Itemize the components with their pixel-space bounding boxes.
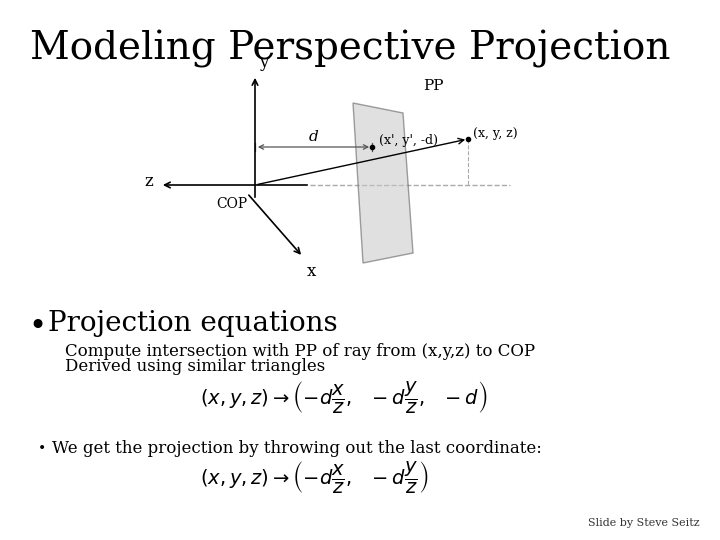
Text: $(x, y, z) \rightarrow \left(-d\dfrac{x}{z},\ \ -d\dfrac{y}{z},\ \ -d\right)$: $(x, y, z) \rightarrow \left(-d\dfrac{x}…	[200, 380, 487, 416]
Text: Projection equations: Projection equations	[48, 310, 338, 337]
Text: (x, y, z): (x, y, z)	[473, 127, 518, 140]
Text: y: y	[259, 54, 269, 71]
Text: Derived using similar triangles: Derived using similar triangles	[65, 358, 325, 375]
Text: •: •	[28, 312, 46, 343]
Text: •: •	[38, 442, 46, 456]
Text: Slide by Steve Seitz: Slide by Steve Seitz	[588, 518, 700, 528]
Text: x: x	[307, 263, 316, 280]
Text: $(x, y, z) \rightarrow \left(-d\dfrac{x}{z},\ \ -d\dfrac{y}{z}\right)$: $(x, y, z) \rightarrow \left(-d\dfrac{x}…	[200, 460, 428, 496]
Text: Compute intersection with PP of ray from (x,y,z) to COP: Compute intersection with PP of ray from…	[65, 343, 535, 360]
Text: d: d	[309, 130, 318, 144]
Text: z: z	[144, 173, 153, 191]
Text: Modeling Perspective Projection: Modeling Perspective Projection	[30, 30, 670, 68]
Text: We get the projection by throwing out the last coordinate:: We get the projection by throwing out th…	[52, 440, 542, 457]
Text: COP: COP	[216, 197, 247, 211]
Polygon shape	[353, 103, 413, 263]
Text: (x', y', -d): (x', y', -d)	[379, 134, 438, 147]
Text: PP: PP	[423, 79, 444, 93]
